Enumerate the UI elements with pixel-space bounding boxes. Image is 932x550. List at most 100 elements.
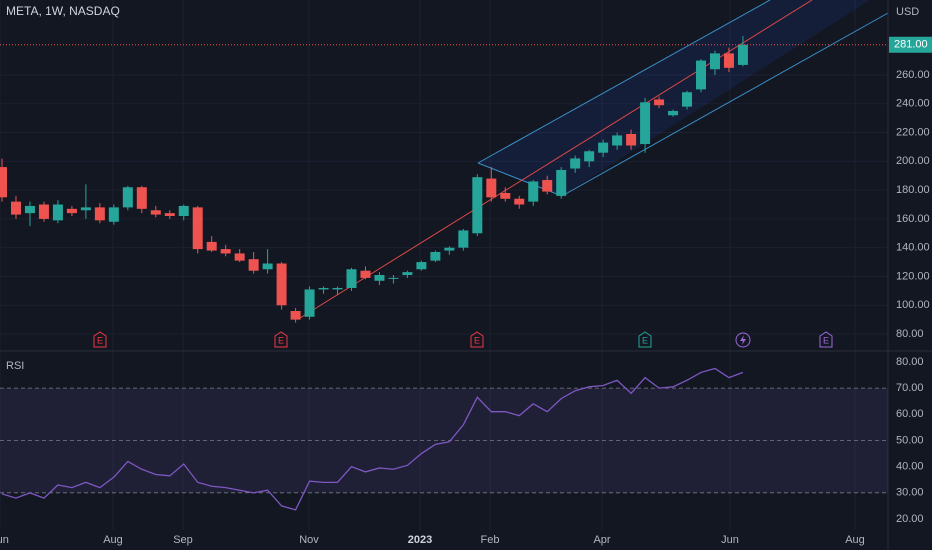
candle-body: [472, 177, 483, 234]
candle-body: [556, 169, 567, 196]
candle-body: [737, 44, 748, 65]
candle-body: [500, 192, 511, 199]
earnings-marker[interactable]: E: [819, 331, 833, 348]
marker-label: E: [474, 335, 480, 345]
rsi-tick-label: 30.00: [896, 487, 924, 499]
candle-body: [178, 205, 189, 217]
candle-body: [626, 133, 637, 146]
candle-body: [150, 210, 161, 215]
marker-outline: [470, 331, 484, 348]
candle-body: [542, 180, 553, 192]
time-label: Apr: [593, 534, 610, 546]
candle-body: [234, 253, 245, 261]
candle-body: [528, 181, 539, 202]
median-line: [299, 0, 813, 319]
time-label: Aug: [845, 534, 865, 546]
candle-body: [654, 99, 665, 106]
candle-body: [304, 289, 315, 317]
candle-body: [164, 213, 175, 217]
channel-lower: [561, 12, 889, 197]
last-price-box: [889, 36, 932, 53]
candle-body: [290, 310, 301, 320]
candle-body: [52, 204, 63, 221]
candle-body: [612, 135, 623, 146]
rsi-tick-label: 70.00: [896, 382, 924, 394]
marker-outline: [93, 331, 107, 348]
rsi-title: RSI: [6, 360, 24, 372]
time-label: Sep: [173, 534, 193, 546]
candle-body: [108, 207, 119, 222]
marker-outline: [819, 331, 833, 348]
marker-outline: [735, 332, 751, 348]
candle-body: [696, 60, 706, 90]
candle-body: [346, 269, 357, 288]
candle-body: [584, 151, 595, 162]
candle-body: [318, 287, 329, 290]
candle-body: [388, 277, 399, 279]
candle-body: [38, 204, 49, 219]
candle-body: [402, 272, 413, 276]
earnings-marker[interactable]: E: [470, 331, 484, 348]
earnings-marker[interactable]: E: [274, 331, 288, 348]
candle-body: [570, 158, 581, 169]
candle-body: [94, 207, 105, 221]
rsi-tick-label: 50.00: [896, 434, 924, 446]
candle-body: [723, 53, 734, 68]
lightning-icon: [740, 335, 746, 345]
candle-body: [444, 247, 455, 251]
candle-body: [206, 241, 217, 251]
time-label: Feb: [481, 534, 500, 546]
candle-body: [430, 251, 441, 261]
candle-body: [122, 187, 133, 208]
earnings-marker[interactable]: E: [638, 331, 652, 348]
y-tick-label: 260.00: [896, 69, 930, 81]
marker-label: E: [97, 335, 103, 345]
candle-body: [360, 270, 371, 278]
candle-body: [0, 167, 7, 198]
candle-body: [640, 102, 651, 145]
candle-body: [192, 207, 203, 250]
candle-body: [416, 262, 427, 270]
rsi-tick-label: 80.00: [896, 356, 924, 368]
candle-body: [248, 259, 259, 271]
y-tick-label: 200.00: [896, 155, 930, 167]
time-label: Jun: [721, 534, 739, 546]
marker-label: E: [278, 335, 284, 345]
y-tick-label: 140.00: [896, 242, 930, 254]
y-tick-label: 220.00: [896, 126, 930, 138]
candle-body: [10, 201, 21, 215]
marker-label: E: [823, 335, 829, 345]
candle-body: [276, 263, 287, 306]
time-label: 2023: [408, 534, 432, 546]
time-label: Nov: [299, 534, 319, 546]
grid: [0, 0, 888, 530]
candle-body: [136, 187, 147, 209]
candle-body: [458, 230, 469, 248]
last-price-label: 281.00: [894, 39, 928, 51]
rsi-line: [1, 367, 744, 511]
candle-body: [514, 198, 525, 205]
time-label: Jun: [0, 534, 9, 546]
rsi-tick-label: 60.00: [896, 408, 924, 420]
candle-body: [682, 92, 693, 107]
y-tick-label: 240.00: [896, 98, 930, 110]
candle-body: [262, 263, 273, 270]
candle-body: [332, 287, 343, 290]
earnings-marker[interactable]: E: [93, 331, 107, 348]
channel-upper: [477, 0, 771, 164]
candle-body: [598, 142, 609, 153]
marker-outline: [274, 331, 288, 348]
currency: USD: [896, 6, 919, 18]
candle-body: [80, 207, 91, 211]
candle-body: [374, 275, 385, 281]
candle-body: [66, 208, 77, 214]
marker-label: E: [642, 335, 648, 345]
y-tick-label: 180.00: [896, 184, 930, 196]
symbol-title: META, 1W, NASDAQ: [6, 4, 120, 18]
y-tick-label: 160.00: [896, 213, 930, 225]
candle-body: [486, 178, 497, 198]
rsi-tick-label: 20.00: [896, 513, 924, 525]
dividend-marker[interactable]: [735, 332, 751, 348]
